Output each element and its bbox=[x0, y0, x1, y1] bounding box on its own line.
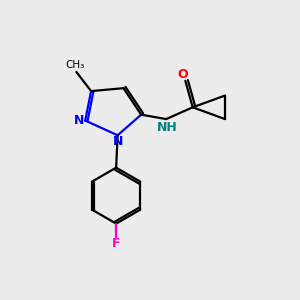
Text: CH₃: CH₃ bbox=[65, 61, 85, 70]
Text: NH: NH bbox=[157, 121, 178, 134]
Text: O: O bbox=[177, 68, 188, 81]
Text: N: N bbox=[74, 114, 84, 127]
Text: F: F bbox=[112, 237, 120, 250]
Text: N: N bbox=[112, 135, 123, 148]
